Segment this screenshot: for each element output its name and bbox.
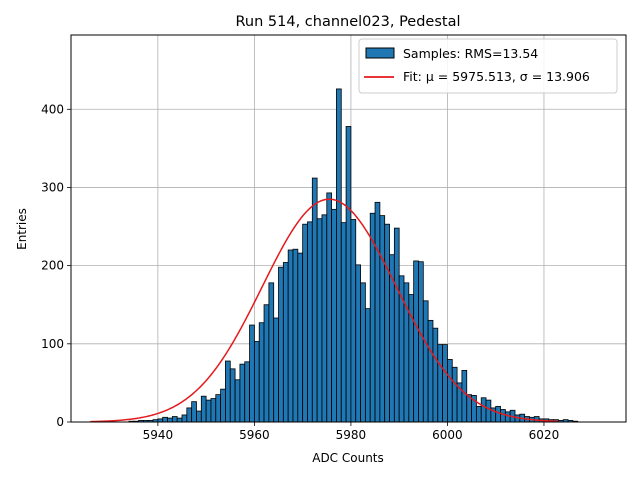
histogram-bar (495, 405, 501, 423)
y-tick-label: 300 (41, 180, 64, 194)
histogram-bar (321, 214, 328, 423)
histogram-bar (331, 208, 337, 423)
legend-fit-label: Fit: μ = 5975.513, σ = 13.906 (403, 69, 590, 84)
histogram-bar (355, 264, 361, 423)
histogram-bar (297, 252, 304, 423)
y-tick-label: 400 (41, 102, 64, 116)
histogram-bar (229, 368, 236, 423)
legend-box (358, 38, 618, 94)
histogram-bar (205, 399, 212, 423)
histogram-bar (292, 248, 299, 423)
chart-title: Run 514, channel023, Pedestal (235, 14, 460, 30)
histogram-bar (500, 409, 506, 423)
x-tick-label: 6020 (529, 428, 560, 442)
histogram-bar (171, 416, 178, 423)
histogram-bar (316, 218, 323, 423)
histogram-bar (273, 317, 279, 423)
histogram-bar (437, 344, 444, 423)
histogram-bar (427, 319, 434, 423)
histogram-bar (258, 322, 265, 423)
gaussian-fit-curve (90, 198, 559, 423)
histogram-bar (282, 262, 289, 423)
y-tick-label: 0 (56, 415, 64, 429)
histogram-bar (196, 410, 202, 423)
histogram-bar (307, 221, 313, 423)
histogram-bar (379, 215, 386, 423)
axes-frame (70, 34, 627, 423)
legend-samples-swatch (365, 47, 395, 59)
x-tick-label: 5940 (143, 428, 174, 442)
histogram-bar (480, 397, 487, 423)
histogram-bar (413, 260, 419, 423)
histogram-bar (345, 126, 352, 423)
histogram-bar (200, 395, 207, 423)
histogram-bar (326, 192, 333, 423)
histogram-bar (234, 379, 241, 423)
histogram-bar (287, 249, 294, 423)
histogram-bar (268, 282, 275, 423)
histogram-bar (336, 88, 342, 423)
histogram-bar (302, 223, 308, 423)
histogram-bar (384, 223, 390, 423)
histogram-bar (311, 177, 318, 423)
histogram-bar (422, 300, 429, 423)
histogram-bar (418, 261, 424, 423)
x-tick-label: 5960 (239, 428, 270, 442)
histogram-bar (181, 414, 188, 423)
y-tick-label: 100 (41, 337, 64, 351)
y-axis-label: Entries (15, 208, 29, 250)
histogram-bar (176, 417, 183, 423)
histogram-bar (447, 359, 453, 423)
axis-ticks: 5940 5960 5980 6000 6020 0 100 200 300 400 (41, 102, 559, 442)
x-tick-label: 6000 (432, 428, 463, 442)
histogram-bar (340, 222, 347, 423)
histogram-bar (278, 266, 284, 423)
histogram-bar (244, 361, 250, 423)
histogram-bar (475, 405, 482, 423)
histogram-bar (263, 304, 270, 423)
histogram-bar (504, 411, 511, 423)
histogram-bar (364, 308, 371, 423)
histogram-bar (191, 401, 197, 423)
histogram-bar (210, 398, 217, 423)
histogram-bar (442, 344, 448, 423)
x-axis-label: ADC Counts (312, 451, 384, 465)
histogram-bar (485, 399, 492, 423)
histogram-bar (186, 407, 193, 423)
y-tick-label: 200 (41, 259, 64, 273)
histogram-bar (167, 417, 173, 423)
histogram-bar (374, 201, 381, 423)
histogram-bar (249, 324, 255, 423)
histogram-bar (350, 219, 357, 423)
histogram-bar (432, 327, 439, 423)
histogram-bar (239, 363, 246, 423)
histogram-bar (162, 416, 168, 423)
histogram-bar (253, 341, 260, 423)
legend-samples-label: Samples: RMS=13.54 (403, 46, 538, 61)
histogram-bar (360, 282, 366, 423)
legend: Samples: RMS=13.54 Fit: μ = 5975.513, σ … (358, 38, 618, 94)
x-tick-label: 5980 (336, 428, 367, 442)
histogram-bar (220, 388, 226, 423)
histogram-bar (461, 369, 468, 423)
histogram-bar (451, 366, 458, 423)
histogram-bar (393, 227, 400, 423)
histogram-bar (225, 360, 231, 423)
histogram-bar (215, 394, 222, 423)
